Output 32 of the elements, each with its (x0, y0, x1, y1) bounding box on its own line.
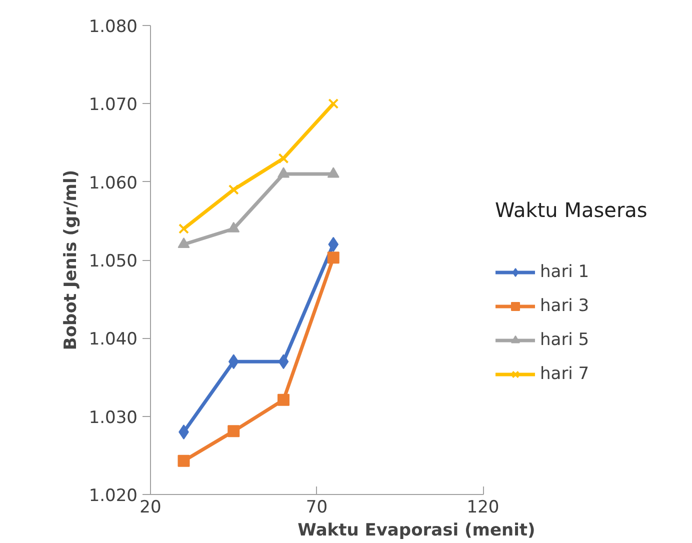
point (327, 167, 340, 178)
point (278, 167, 290, 178)
y-tick-label: 1.040 (88, 330, 138, 350)
point (178, 223, 189, 234)
legend-label: hari 1 (540, 262, 590, 282)
x-tick-label: 70 (306, 498, 328, 518)
y-tick-label: 1.080 (88, 17, 138, 37)
legend-label: hari 3 (540, 296, 590, 316)
point (327, 252, 340, 264)
point (228, 354, 239, 370)
x-axis-title: Waktu Evaporasi (menit) (298, 520, 536, 540)
point (178, 238, 190, 248)
y-tick-label: 1.030 (88, 408, 138, 428)
point (328, 98, 339, 109)
legend-title: Waktu Maseras (495, 198, 648, 222)
y-tick-label: 1.060 (88, 173, 138, 194)
point (178, 454, 190, 467)
point (278, 354, 289, 370)
x-tick-label: 20 (140, 498, 162, 518)
point (228, 222, 240, 232)
x-tick-label: 120 (466, 498, 500, 518)
y-tick-label: 1.070 (88, 95, 138, 116)
point (278, 153, 289, 164)
point (328, 236, 339, 252)
point (228, 184, 239, 195)
point (278, 394, 290, 406)
legend-label: hari 5 (540, 330, 590, 350)
y-tick-label: 1.050 (88, 252, 138, 272)
y-tick-label: 1.020 (88, 486, 138, 506)
point (228, 425, 240, 438)
y-axis-title: Bobot Jenis (gr/ml) (60, 170, 81, 350)
legend-label: hari 7 (540, 364, 590, 384)
